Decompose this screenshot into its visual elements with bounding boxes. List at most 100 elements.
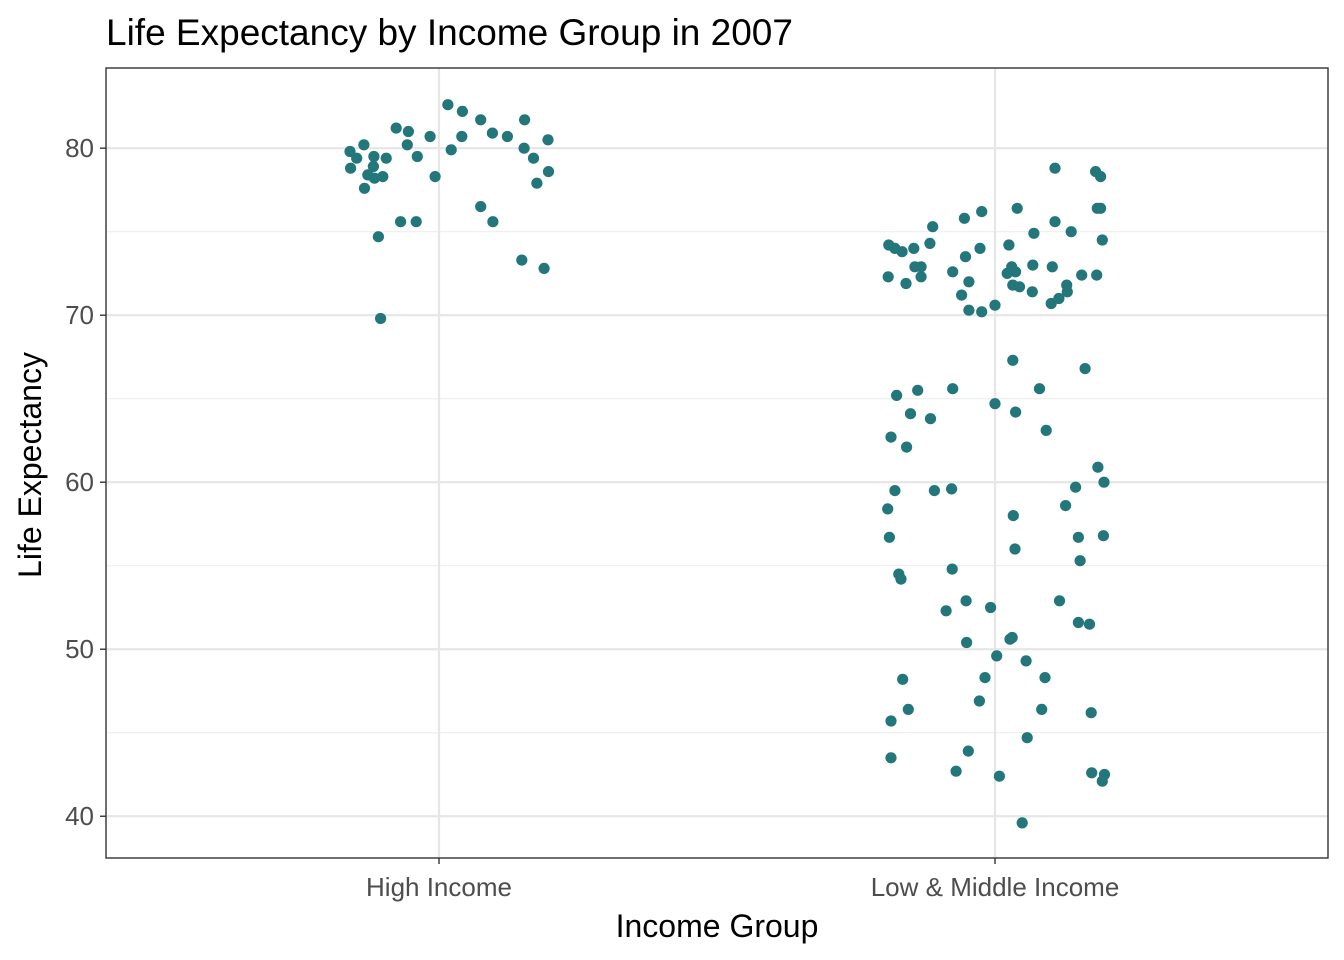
data-point (912, 384, 924, 396)
data-point (1074, 555, 1086, 567)
data-point (1027, 259, 1039, 271)
data-point (993, 770, 1006, 782)
data-point (1021, 732, 1033, 744)
data-point (885, 715, 897, 727)
data-point (962, 745, 974, 757)
grid (106, 68, 1328, 858)
y-tick-label: 40 (65, 801, 94, 831)
data-point (891, 389, 903, 401)
data-point (959, 251, 972, 263)
x-tick-label: High Income (366, 872, 512, 902)
y-axis-title: Life Expectancy (12, 352, 48, 578)
data-point (1010, 266, 1022, 278)
data-point (1083, 618, 1096, 630)
data-point (963, 304, 975, 316)
data-point (960, 595, 972, 607)
data-point (1040, 424, 1052, 436)
plot-panel (105, 67, 1329, 859)
data-point (519, 114, 531, 126)
data-point (367, 160, 379, 173)
data-point (411, 150, 423, 163)
data-point (542, 134, 554, 146)
data-point (1070, 481, 1082, 493)
data-point (924, 413, 937, 425)
data-point (375, 312, 387, 325)
data-point (1028, 227, 1040, 239)
data-point (1092, 461, 1104, 473)
data-point (1053, 292, 1065, 305)
data-point (961, 636, 973, 649)
data-point (351, 152, 363, 164)
data-point (368, 150, 380, 163)
y-tick-label: 70 (65, 300, 94, 330)
data-point (958, 212, 971, 224)
data-point (974, 242, 986, 254)
data-point (1086, 767, 1098, 779)
data-point (895, 573, 907, 585)
data-point (989, 299, 1001, 311)
data-point (1061, 286, 1073, 298)
data-point (901, 441, 913, 453)
data-point (1091, 269, 1103, 281)
data-point (904, 408, 917, 420)
data-point (946, 483, 958, 495)
y-tick-label: 60 (65, 467, 94, 497)
x-axis: High Income Low & Middle Income (366, 858, 1119, 902)
data-point (989, 398, 1001, 410)
data-point (1079, 363, 1091, 375)
data-point (1033, 383, 1046, 395)
data-point (1053, 595, 1066, 607)
data-point (946, 563, 958, 575)
data-point (1016, 817, 1028, 829)
data-point (897, 673, 909, 685)
data-point (1007, 354, 1019, 366)
y-tick-label: 80 (65, 133, 94, 163)
data-point (889, 485, 901, 497)
data-point (538, 262, 550, 274)
data-point (395, 216, 407, 228)
data-point (1095, 171, 1107, 183)
data-point (377, 171, 389, 183)
data-point (475, 201, 487, 213)
data-point (456, 130, 468, 143)
data-point (486, 127, 498, 139)
data-point (1095, 202, 1107, 214)
data-point (1076, 269, 1088, 281)
data-point (947, 266, 959, 278)
data-point (976, 306, 988, 318)
data-point (429, 171, 441, 183)
data-point (1072, 616, 1084, 629)
data-point (358, 182, 371, 194)
data-point (518, 142, 530, 154)
data-point (924, 237, 936, 249)
data-point (902, 703, 914, 716)
data-point (1096, 234, 1108, 246)
data-point (1098, 476, 1110, 488)
data-point (410, 216, 422, 228)
data-point (1072, 531, 1084, 543)
data-point (973, 695, 986, 707)
data-point (531, 177, 543, 189)
data-point (358, 139, 370, 151)
y-tick-label: 50 (65, 634, 94, 664)
data-point (542, 166, 555, 178)
data-point (445, 144, 457, 156)
data-point (896, 246, 908, 258)
data-point (991, 650, 1003, 662)
data-point (390, 122, 402, 134)
data-point (516, 254, 528, 266)
data-point (402, 125, 414, 138)
data-point (527, 152, 540, 164)
x-axis-title: Income Group (616, 908, 819, 944)
data-point (915, 261, 927, 273)
data-point (380, 152, 392, 164)
x-tick-label: Low & Middle Income (871, 872, 1120, 902)
data-point (368, 172, 381, 184)
data-point (1036, 703, 1048, 716)
data-point (501, 130, 513, 143)
data-point (885, 431, 897, 443)
data-point (963, 276, 975, 288)
data-point (1009, 543, 1021, 555)
data-point (882, 503, 894, 515)
data-point (1039, 672, 1051, 684)
